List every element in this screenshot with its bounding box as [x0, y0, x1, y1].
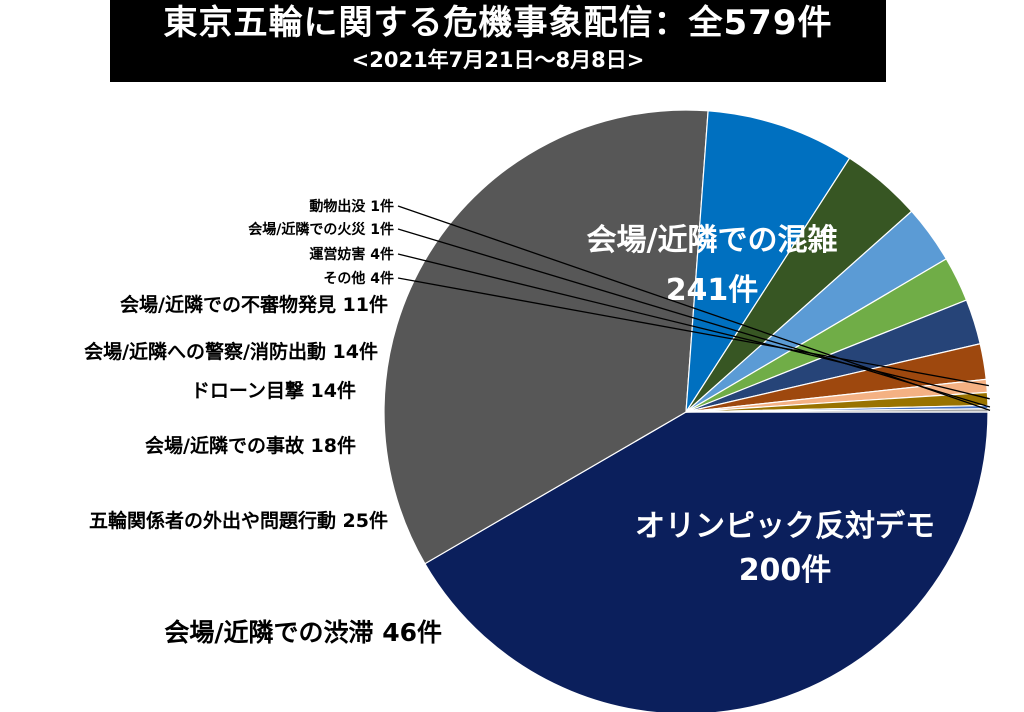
pie-slice-0 — [424, 411, 989, 712]
pie-slice-11 — [685, 408, 989, 413]
slice-label-1-0: オリンピック反対デモ — [635, 509, 935, 544]
slice-label-11: 動物出没 1件 — [309, 198, 394, 215]
slice-label-6: 会場/近隣への警察/消防出動 14件 — [84, 340, 378, 363]
slice-label-8: その他 4件 — [323, 270, 394, 287]
pie-slice-2 — [685, 110, 851, 413]
slice-label-1-1: 200件 — [739, 553, 832, 588]
leader-line-11 — [397, 205, 991, 411]
chart-subtitle: <2021年7月21日～8月8日> — [351, 48, 645, 72]
slice-label-5: ドローン目撃 14件 — [191, 379, 356, 402]
leader-line-8 — [397, 277, 989, 387]
slice-label-0-1: 241件 — [666, 273, 759, 308]
leader-line-9 — [397, 253, 990, 400]
slice-label-7: 会場/近隣での不審物発見 11件 — [120, 293, 388, 316]
slice-label-0-0: 会場/近隣での混雑 — [587, 223, 838, 258]
title-box: 東京五輪に関する危機事象配信：全579件 <2021年7月21日～8月8日> — [110, 0, 886, 82]
pie-slice-1 — [383, 109, 709, 565]
slice-label-10: 会場/近隣での火災 1件 — [248, 221, 394, 238]
chart-title: 東京五輪に関する危機事象配信：全579件 — [163, 3, 833, 43]
slice-label-3: 五輪関係者の外出や問題行動 25件 — [89, 509, 388, 532]
slice-label-9: 運営妨害 4件 — [309, 246, 394, 263]
slice-label-4: 会場/近隣での事故 18件 — [145, 434, 356, 457]
slice-label-2: 会場/近隣での渋滞 46件 — [164, 618, 442, 647]
leader-line-10 — [397, 228, 991, 408]
